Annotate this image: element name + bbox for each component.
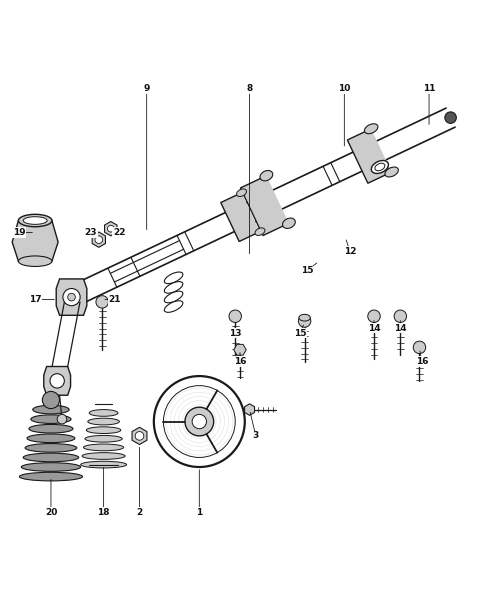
Text: 15: 15 (294, 328, 306, 337)
Polygon shape (132, 427, 147, 444)
Ellipse shape (88, 418, 120, 425)
Ellipse shape (29, 425, 73, 433)
Text: 13: 13 (229, 328, 241, 337)
Circle shape (394, 310, 407, 322)
Ellipse shape (82, 453, 125, 459)
Ellipse shape (21, 462, 81, 471)
Polygon shape (56, 279, 87, 315)
Circle shape (154, 376, 245, 467)
Ellipse shape (89, 410, 118, 416)
Text: 18: 18 (97, 508, 110, 517)
Polygon shape (105, 222, 117, 236)
Circle shape (163, 386, 235, 458)
Circle shape (299, 315, 311, 327)
Ellipse shape (164, 301, 183, 312)
Polygon shape (62, 108, 455, 309)
Ellipse shape (23, 453, 79, 462)
Polygon shape (49, 299, 80, 382)
Ellipse shape (25, 444, 77, 452)
Circle shape (68, 294, 75, 301)
Text: 21: 21 (108, 295, 121, 304)
Ellipse shape (164, 282, 183, 293)
Text: 14: 14 (368, 323, 380, 332)
Ellipse shape (255, 228, 265, 235)
Text: 14: 14 (394, 323, 407, 332)
Polygon shape (348, 129, 392, 183)
Ellipse shape (81, 461, 127, 468)
Ellipse shape (385, 167, 398, 177)
Polygon shape (240, 176, 289, 235)
Ellipse shape (283, 218, 295, 228)
Ellipse shape (19, 472, 83, 481)
Ellipse shape (23, 217, 47, 225)
Ellipse shape (86, 427, 121, 434)
Text: 9: 9 (144, 84, 150, 93)
Circle shape (50, 374, 64, 388)
Circle shape (368, 310, 380, 322)
Circle shape (63, 289, 80, 305)
Polygon shape (234, 344, 246, 355)
Ellipse shape (372, 161, 388, 174)
Circle shape (95, 236, 103, 244)
Text: 3: 3 (252, 431, 259, 440)
Text: 8: 8 (246, 84, 252, 93)
Text: 17: 17 (29, 295, 41, 304)
Circle shape (185, 407, 214, 436)
Ellipse shape (260, 171, 273, 181)
Text: 15: 15 (301, 267, 313, 276)
Ellipse shape (164, 291, 183, 302)
Text: 1: 1 (196, 508, 203, 517)
Circle shape (192, 415, 206, 429)
Circle shape (135, 432, 144, 440)
Text: 19: 19 (12, 228, 25, 237)
Polygon shape (92, 232, 106, 247)
Circle shape (96, 296, 108, 308)
Text: 2: 2 (136, 508, 143, 517)
Circle shape (413, 341, 426, 353)
Circle shape (57, 415, 67, 424)
Text: 22: 22 (113, 228, 126, 237)
Text: 12: 12 (344, 247, 356, 256)
Text: 23: 23 (84, 228, 97, 237)
Ellipse shape (299, 314, 311, 321)
Ellipse shape (364, 124, 378, 134)
Circle shape (229, 310, 241, 322)
Polygon shape (245, 404, 254, 415)
Ellipse shape (18, 214, 52, 227)
Polygon shape (12, 220, 58, 261)
Text: 10: 10 (338, 84, 350, 93)
Ellipse shape (84, 444, 124, 450)
Ellipse shape (27, 434, 75, 443)
Circle shape (445, 112, 456, 123)
Ellipse shape (33, 406, 69, 414)
Polygon shape (44, 367, 71, 395)
Ellipse shape (375, 163, 385, 171)
Ellipse shape (164, 272, 183, 283)
Ellipse shape (237, 189, 247, 196)
Circle shape (58, 291, 75, 308)
Ellipse shape (18, 256, 52, 267)
Text: 16: 16 (234, 357, 246, 366)
Ellipse shape (85, 435, 122, 442)
Text: 16: 16 (416, 357, 428, 366)
Ellipse shape (31, 415, 71, 423)
Circle shape (42, 391, 60, 409)
Text: 11: 11 (423, 84, 435, 93)
Circle shape (108, 225, 114, 232)
Text: 20: 20 (45, 508, 57, 517)
Polygon shape (221, 193, 260, 241)
